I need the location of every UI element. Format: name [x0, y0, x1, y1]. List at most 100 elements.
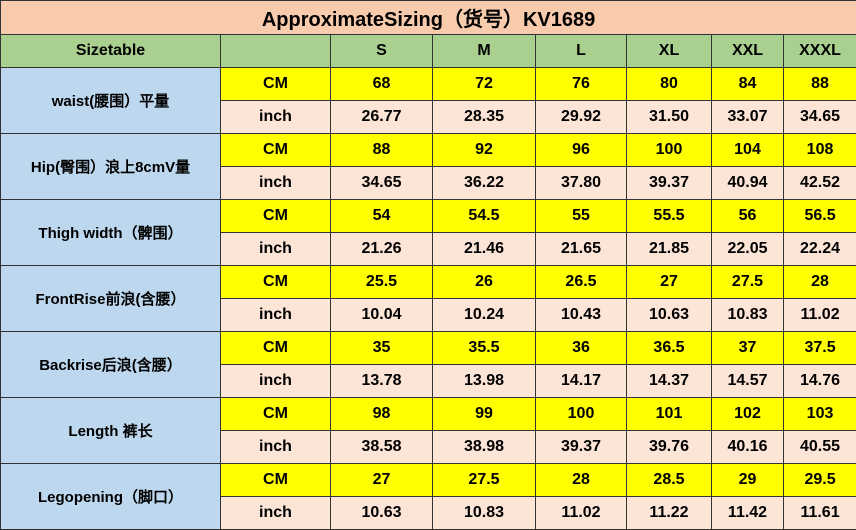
value-cell: 40.55 — [784, 431, 856, 464]
value-cell: 10.04 — [331, 299, 433, 332]
value-cell: 42.52 — [784, 167, 856, 200]
value-cell: 100 — [627, 134, 712, 167]
value-cell: 39.76 — [627, 431, 712, 464]
value-cell: 88 — [784, 68, 856, 101]
value-cell: 36 — [536, 332, 627, 365]
value-cell: 11.02 — [536, 497, 627, 530]
unit-label: inch — [221, 431, 331, 464]
value-cell: 56 — [712, 200, 784, 233]
value-cell: 99 — [433, 398, 536, 431]
value-cell: 92 — [433, 134, 536, 167]
header-size-l: L — [536, 35, 627, 68]
unit-label: CM — [221, 332, 331, 365]
value-cell: 27 — [331, 464, 433, 497]
value-cell: 98 — [331, 398, 433, 431]
header-size-xxl: XXL — [712, 35, 784, 68]
value-cell: 39.37 — [536, 431, 627, 464]
unit-label: CM — [221, 134, 331, 167]
value-cell: 28 — [784, 266, 856, 299]
value-cell: 34.65 — [331, 167, 433, 200]
value-cell: 40.94 — [712, 167, 784, 200]
value-cell: 96 — [536, 134, 627, 167]
header-size-xl: XL — [627, 35, 712, 68]
value-cell: 10.63 — [331, 497, 433, 530]
unit-label: CM — [221, 266, 331, 299]
measurement-label: Hip(臀围）浪上8cmV量 — [1, 134, 221, 200]
measurement-label: waist(腰围）平量 — [1, 68, 221, 134]
value-cell: 28 — [536, 464, 627, 497]
measurement-label: FrontRise前浪(含腰） — [1, 266, 221, 332]
value-cell: 29.92 — [536, 101, 627, 134]
value-cell: 40.16 — [712, 431, 784, 464]
value-cell: 11.22 — [627, 497, 712, 530]
value-cell: 33.07 — [712, 101, 784, 134]
value-cell: 10.83 — [433, 497, 536, 530]
value-cell: 102 — [712, 398, 784, 431]
unit-label: inch — [221, 167, 331, 200]
value-cell: 28.5 — [627, 464, 712, 497]
value-cell: 108 — [784, 134, 856, 167]
value-cell: 26.5 — [536, 266, 627, 299]
header-size-s: S — [331, 35, 433, 68]
value-cell: 88 — [331, 134, 433, 167]
value-cell: 72 — [433, 68, 536, 101]
value-cell: 54.5 — [433, 200, 536, 233]
unit-label: inch — [221, 233, 331, 266]
value-cell: 36.5 — [627, 332, 712, 365]
value-cell: 31.50 — [627, 101, 712, 134]
unit-label: inch — [221, 365, 331, 398]
value-cell: 25.5 — [331, 266, 433, 299]
value-cell: 22.05 — [712, 233, 784, 266]
value-cell: 35 — [331, 332, 433, 365]
value-cell: 26.77 — [331, 101, 433, 134]
value-cell: 55.5 — [627, 200, 712, 233]
value-cell: 103 — [784, 398, 856, 431]
unit-label: CM — [221, 200, 331, 233]
measurement-label: Thigh width（髀围） — [1, 200, 221, 266]
value-cell: 13.98 — [433, 365, 536, 398]
value-cell: 38.58 — [331, 431, 433, 464]
value-cell: 21.85 — [627, 233, 712, 266]
value-cell: 21.65 — [536, 233, 627, 266]
value-cell: 14.37 — [627, 365, 712, 398]
value-cell: 35.5 — [433, 332, 536, 365]
header-unit — [221, 35, 331, 68]
value-cell: 55 — [536, 200, 627, 233]
value-cell: 27.5 — [433, 464, 536, 497]
value-cell: 11.42 — [712, 497, 784, 530]
table-title: ApproximateSizing（货号）KV1689 — [1, 1, 856, 35]
value-cell: 36.22 — [433, 167, 536, 200]
measurement-label: Legopening（脚口） — [1, 464, 221, 530]
value-cell: 10.24 — [433, 299, 536, 332]
value-cell: 11.02 — [784, 299, 856, 332]
value-cell: 28.35 — [433, 101, 536, 134]
value-cell: 56.5 — [784, 200, 856, 233]
value-cell: 68 — [331, 68, 433, 101]
header-size-xxxl: XXXL — [784, 35, 856, 68]
value-cell: 26 — [433, 266, 536, 299]
value-cell: 29 — [712, 464, 784, 497]
unit-label: CM — [221, 464, 331, 497]
value-cell: 39.37 — [627, 167, 712, 200]
measurement-label: Length 裤长 — [1, 398, 221, 464]
value-cell: 34.65 — [784, 101, 856, 134]
value-cell: 101 — [627, 398, 712, 431]
value-cell: 76 — [536, 68, 627, 101]
value-cell: 14.17 — [536, 365, 627, 398]
value-cell: 37.5 — [784, 332, 856, 365]
value-cell: 10.43 — [536, 299, 627, 332]
unit-label: CM — [221, 68, 331, 101]
value-cell: 37 — [712, 332, 784, 365]
value-cell: 21.46 — [433, 233, 536, 266]
header-sizetable: Sizetable — [1, 35, 221, 68]
value-cell: 27.5 — [712, 266, 784, 299]
unit-label: CM — [221, 398, 331, 431]
measurement-label: Backrise后浪(含腰） — [1, 332, 221, 398]
value-cell: 100 — [536, 398, 627, 431]
value-cell: 14.76 — [784, 365, 856, 398]
